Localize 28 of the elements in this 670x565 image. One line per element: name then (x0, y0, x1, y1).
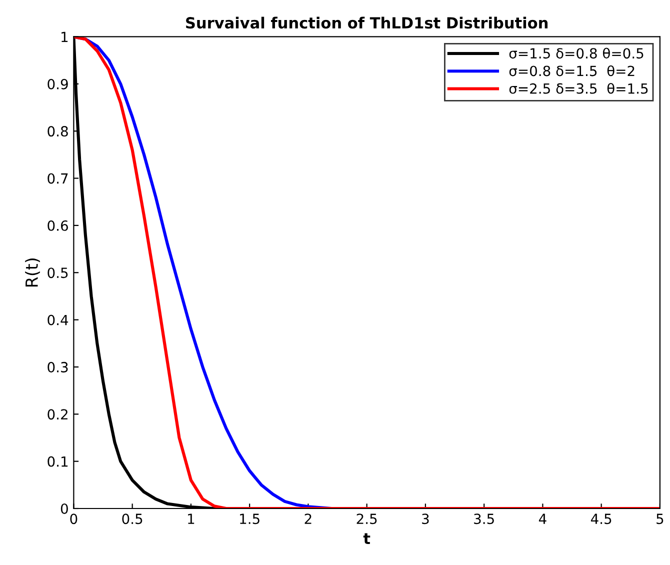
x-tick-label: 5 (656, 514, 664, 524)
y-tick-label: 0 (60, 503, 68, 514)
y-tick-label: 0.8 (48, 126, 68, 137)
chart-title: Survaival function of ThLD1st Distribution (186, 16, 548, 29)
legend-label: σ=0.8 δ=1.5 θ=2 (509, 65, 634, 76)
x-tick-label: 0 (70, 514, 78, 524)
legend-label: σ=2.5 δ=3.5 θ=1.5 (509, 82, 648, 94)
x-tick-label: 4.5 (590, 514, 612, 524)
y-tick-label: 0.4 (48, 314, 68, 326)
x-tick-label: 2 (304, 514, 312, 524)
x-tick-label: 1.5 (240, 514, 260, 524)
x-axis-title: t (363, 533, 370, 544)
x-tick-label: 3 (422, 514, 429, 524)
x-tick-label: 4 (538, 514, 546, 524)
legend-label: σ=1.5 δ=0.8 θ=0.5 (509, 48, 644, 59)
y-tick-label: 0.1 (48, 456, 68, 467)
y-axis-title: R(t) (25, 258, 40, 287)
y-tick-label: 0.2 (48, 409, 68, 420)
x-tick-label: 3.5 (474, 514, 494, 524)
x-tick-label: 1 (188, 514, 194, 524)
y-tick-label: 0.9 (48, 78, 68, 90)
x-tick-label: 0.5 (122, 514, 142, 524)
y-tick-label: 1 (62, 32, 68, 42)
x-tick-label: 2.5 (356, 514, 377, 524)
y-tick-label: 0.6 (48, 220, 68, 231)
y-tick-label: 0.7 (48, 173, 68, 184)
y-tick-label: 0.3 (48, 362, 68, 372)
y-tick-label: 0.5 (48, 268, 68, 278)
